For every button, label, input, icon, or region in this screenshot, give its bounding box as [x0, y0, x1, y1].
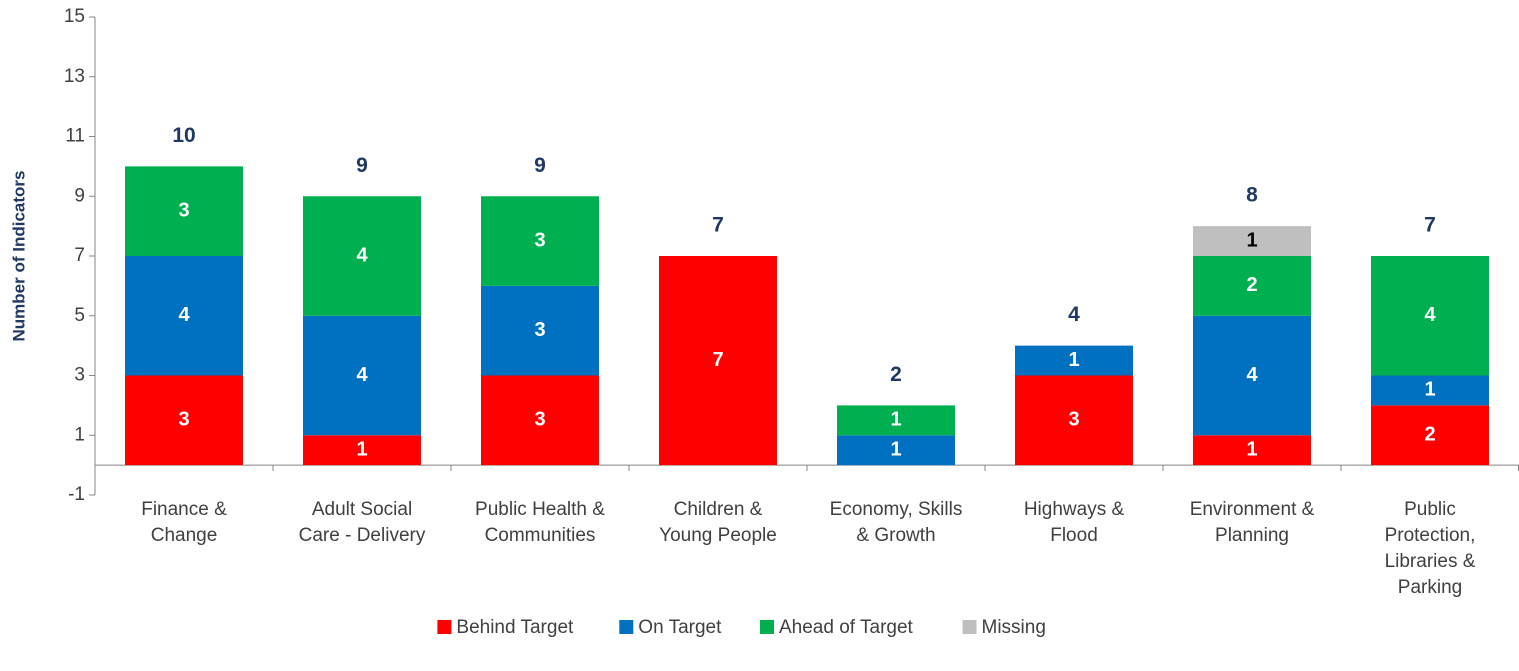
y-tick-label: 5 [74, 305, 85, 326]
y-tick-label: 13 [64, 66, 85, 87]
bar-segment [481, 196, 599, 286]
data-label: 1 [890, 409, 901, 431]
data-label: 2 [1246, 274, 1257, 296]
bar-segment [837, 405, 955, 436]
bar-segment [481, 285, 599, 376]
total-label: 9 [534, 154, 546, 177]
data-label: 1 [1424, 379, 1435, 401]
legend-label: Behind Target [456, 617, 574, 638]
data-label: 1 [1068, 349, 1079, 371]
y-tick-label: 11 [65, 126, 85, 147]
y-tick-label: -1 [68, 484, 85, 505]
x-tick-label: Adult Social Care - Delivery [299, 499, 426, 546]
data-label: 1 [890, 438, 901, 460]
legend-swatch [760, 620, 774, 634]
bar-segment [1371, 375, 1489, 406]
x-tick-label: Children & Young People [659, 499, 777, 546]
total-label: 4 [1068, 303, 1080, 326]
bar-segment [303, 435, 421, 466]
bar-segment [1193, 256, 1311, 316]
bar-segment [837, 435, 955, 466]
data-label: 3 [534, 229, 545, 251]
x-tick-label: Finance & Change [141, 499, 227, 546]
data-label: 4 [1424, 304, 1436, 326]
y-tick-label: 7 [74, 245, 85, 266]
bar-segment [1371, 405, 1489, 466]
x-tick-label: Public Protection, Libraries & Parking [1385, 499, 1476, 598]
x-tick-label: Highways & Flood [1024, 499, 1125, 546]
data-label: 4 [356, 244, 368, 266]
data-label: 3 [178, 199, 189, 221]
x-tick-label: Public Health & Communities [475, 499, 605, 546]
data-label: 3 [1068, 409, 1079, 431]
total-label: 2 [890, 363, 902, 386]
total-label: 7 [712, 214, 724, 237]
data-label: 3 [534, 319, 545, 341]
y-tick-label: 9 [74, 185, 85, 206]
y-tick-label: 1 [74, 424, 85, 445]
bar-segment [481, 375, 599, 466]
total-label: 9 [356, 154, 368, 177]
data-label: 7 [712, 349, 723, 371]
data-label: 3 [534, 409, 545, 431]
bar-segment [303, 315, 421, 436]
data-label: 3 [178, 409, 189, 431]
data-label: 1 [356, 438, 367, 460]
bar-segment [125, 256, 243, 376]
bar-segment [303, 196, 421, 316]
data-label: 4 [178, 304, 190, 326]
data-label: 2 [1424, 424, 1435, 446]
x-tick-label: Environment & Planning [1190, 499, 1315, 546]
data-label: 4 [356, 364, 368, 386]
legend-swatch [437, 620, 452, 634]
total-label: 8 [1246, 184, 1258, 207]
bar-segment [1015, 375, 1133, 466]
bar-segment [1193, 315, 1311, 436]
bar-segment [125, 166, 243, 256]
legend-swatch [962, 620, 977, 634]
x-tick-label: Economy, Skills & Growth [830, 499, 963, 546]
data-label: 1 [1246, 438, 1257, 460]
bar-segment [1371, 256, 1489, 376]
legend-label: Ahead of Target [779, 617, 914, 638]
total-label: 7 [1424, 214, 1436, 237]
data-label: 1 [1246, 229, 1257, 251]
y-tick-label: 3 [74, 365, 85, 386]
bar-segment [659, 256, 777, 466]
legend-label: On Target [638, 617, 722, 638]
bar-segment [1193, 435, 1311, 466]
y-axis-title: Number of Indicators [9, 171, 28, 342]
data-label: 4 [1246, 364, 1258, 386]
bar-segment [125, 375, 243, 466]
legend-label: Missing [982, 617, 1046, 638]
bar-segment [1193, 226, 1311, 256]
legend-swatch [619, 620, 634, 634]
y-tick-label: 15 [64, 6, 85, 27]
bar-segment [1015, 345, 1133, 376]
total-label: 10 [172, 124, 195, 147]
